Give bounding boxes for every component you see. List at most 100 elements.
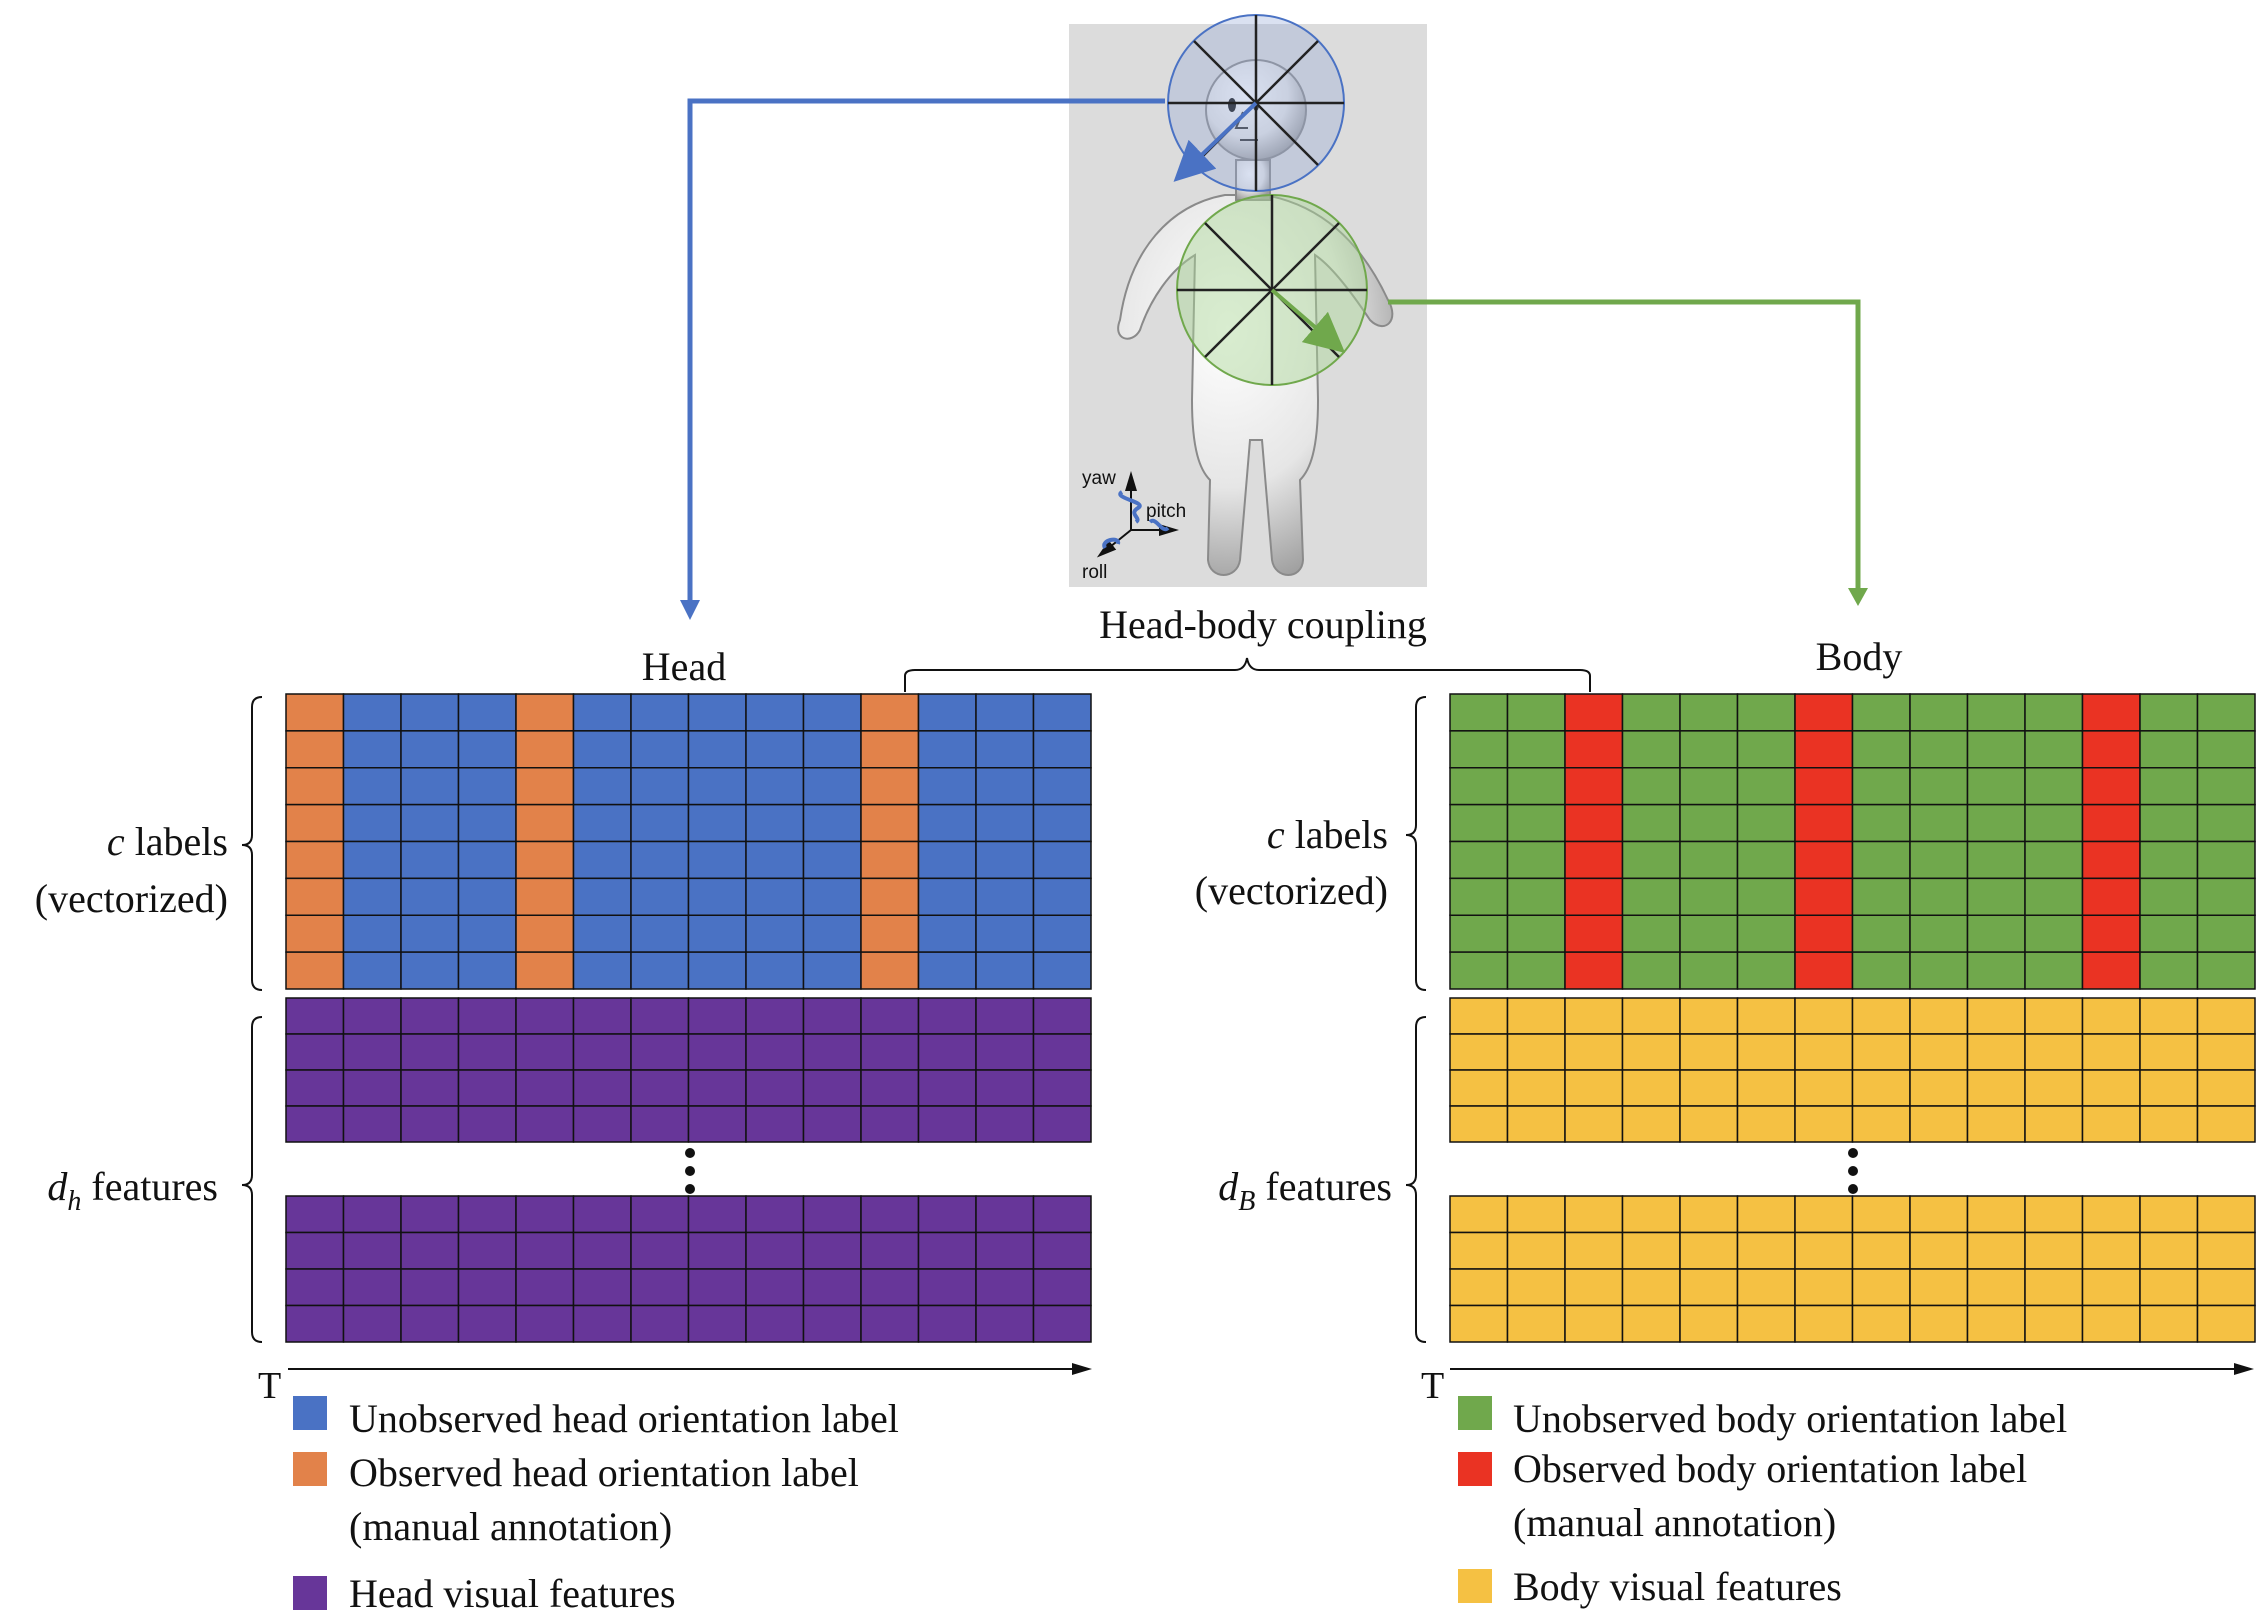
body-unobserved-label-cell [1621,730,1681,769]
body-feature-cell [1679,1105,1739,1143]
body-feature-cell [2024,1069,2084,1107]
body-feature-cell [1679,1195,1739,1234]
head-feature-cell [860,1304,920,1343]
head-unobserved-label-cell [687,914,747,953]
head-feature-cell [400,1105,460,1143]
body-observed-label-cell [1794,914,1854,953]
body-unobserved-label-cell [1909,803,1969,843]
head-feature-cell [687,1033,747,1071]
head-unobserved-label-cell [745,914,805,953]
body-feature-cell [1564,997,1624,1035]
head-observed-label-cell [515,730,575,769]
head-feature-cell [572,997,632,1035]
body-unobserved-label-cell [2024,730,2084,769]
head-feature-cell [745,1195,805,1234]
head-unobserved-label-cell [745,693,805,732]
head-unobserved-label-cell [572,951,632,990]
body-feature-cell [1564,1231,1624,1270]
body-observed-label-cell [1564,767,1624,806]
body-feature-cell [2081,1304,2141,1343]
head-feature-cell [342,1105,402,1143]
body-label-matrix [1449,693,2256,990]
head-feature-cell [285,1268,345,1307]
head-unobserved-label-cell [400,877,460,916]
body-features-caption: dB features [1218,1164,1392,1217]
head-unobserved-label-cell [630,951,690,990]
body-unobserved-label-cell [2139,767,2199,806]
head-features-caption: dh features [47,1164,218,1217]
body-unobserved-label-cell [1621,877,1681,916]
head-time-label: T [258,1365,281,1407]
body-feature-cell [1909,1069,1969,1107]
head-feature-cell [917,1069,977,1107]
body-observed-label-cell [1794,840,1854,880]
body-features-brace [1405,1016,1427,1343]
head-observed-label-cell [860,914,920,953]
head-feature-cell [342,1069,402,1107]
body-unobserved-label-cell [1736,693,1796,732]
head-feature-cell [400,1268,460,1307]
mannequin-panel: yaw pitch roll [1069,14,1427,587]
body-unobserved-label-cell [1851,767,1911,806]
body-feature-cell [1621,997,1681,1035]
body-feature-cell [2196,1231,2256,1270]
body-unobserved-label-cell [1621,914,1681,953]
head-unobserved-label-cell [687,951,747,990]
body-observed-label-cell [1564,803,1624,843]
body-feature-cell [1449,1268,1509,1307]
head-feature-cell [860,1268,920,1307]
head-feature-cell [400,1231,460,1270]
head-unobserved-label-cell [1032,803,1092,843]
body-unobserved-label-cell [2024,951,2084,990]
body-feature-cell [1621,1231,1681,1270]
body-feature-cell [1794,1195,1854,1234]
head-feature-cell [860,1231,920,1270]
body-unobserved-label-cell [1621,767,1681,806]
head-feature-cell [457,1268,517,1307]
head-feature-cell [917,1195,977,1234]
body-unobserved-label-cell [1449,914,1509,953]
body-orientation-circle [1176,194,1368,386]
head-unobserved-label-cell [342,840,402,880]
body-observed-label-cell [2081,914,2141,953]
head-unobserved-label-cell [975,914,1035,953]
body-feature-cell [1449,1033,1509,1071]
head-unobserved-label-cell [975,877,1035,916]
body-unobserved-label-cell [2024,914,2084,953]
head-feature-cell [515,1105,575,1143]
head-unobserved-label-cell [630,877,690,916]
body-observed-label-cell [2081,840,2141,880]
head-observed-label-cell [285,803,345,843]
body-feature-cell [1736,1304,1796,1343]
head-feature-cell [572,1033,632,1071]
body-unobserved-label-cell [1736,914,1796,953]
legend-swatch-body-features [1458,1569,1492,1603]
head-unobserved-label-cell [687,767,747,806]
legend-head-unobserved: Unobserved head orientation label [349,1396,899,1441]
body-unobserved-label-cell [1736,767,1796,806]
head-observed-label-cell [860,803,920,843]
body-observed-label-cell [1564,914,1624,953]
body-feature-cell [1564,1304,1624,1343]
head-label-matrix [285,693,1092,990]
body-unobserved-label-cell [1679,951,1739,990]
body-feature-cell [1909,1268,1969,1307]
body-feature-cell [1966,1195,2026,1234]
body-observed-label-cell [2081,877,2141,916]
body-feature-cell [1564,1105,1624,1143]
head-unobserved-label-cell [745,767,805,806]
body-connector-arrow [1388,299,1868,606]
head-feature-cell [975,1304,1035,1343]
body-unobserved-label-cell [1966,803,2026,843]
head-feature-cell [400,997,460,1035]
head-unobserved-label-cell [1032,767,1092,806]
head-unobserved-label-cell [572,803,632,843]
body-legend: Unobserved body orientation label Observ… [1458,1396,2067,1609]
body-feature-cell [1909,1195,1969,1234]
head-unobserved-label-cell [630,730,690,769]
body-feature-cell [1736,1069,1796,1107]
head-feature-cell [860,1033,920,1071]
head-unobserved-label-cell [457,730,517,769]
head-unobserved-label-cell [745,951,805,990]
head-observed-label-cell [285,767,345,806]
